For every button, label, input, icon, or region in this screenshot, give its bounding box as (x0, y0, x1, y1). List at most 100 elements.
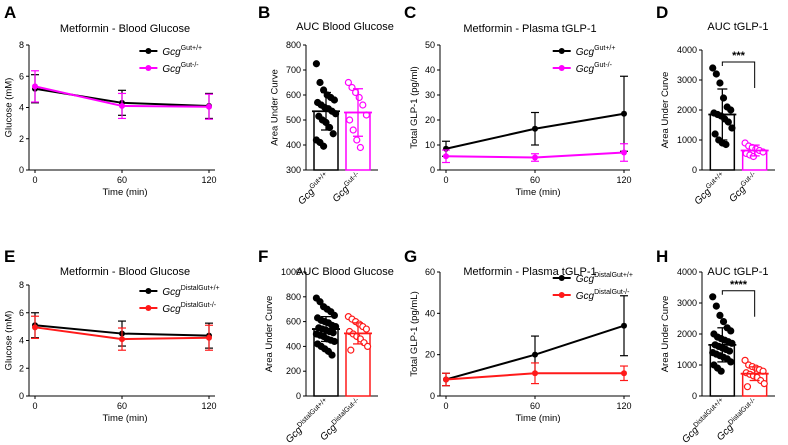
legend-marker (558, 292, 565, 298)
y-axis-label: Glucose (mM) (4, 311, 15, 371)
scatter-point (719, 94, 728, 102)
data-point (119, 336, 125, 343)
y-tick-label: 2 (19, 363, 24, 373)
y-tick-label: 0 (19, 165, 24, 175)
scatter-point (727, 106, 735, 114)
y-tick-label: 8 (19, 280, 24, 290)
y-axis-label: Area Under Curve (270, 69, 281, 146)
x-tick-label: 60 (530, 175, 540, 185)
data-point (621, 149, 627, 156)
y-axis-label: Area Under Curve (660, 72, 671, 149)
series-1: GcgGut-/- (31, 62, 213, 120)
y-tick-label: 3000 (677, 298, 697, 308)
legend-marker (145, 288, 152, 294)
legend-label: GcgGut+/+ (576, 45, 616, 58)
y-tick-label: 20 (425, 350, 435, 360)
chart-title: Metformin - Plasma tGLP-1 (463, 23, 596, 35)
legend-label: GcgGut-/- (162, 62, 199, 75)
data-point (443, 153, 449, 160)
y-tick-label: 2000 (677, 105, 697, 115)
scatter-point (728, 124, 736, 132)
legend-marker (558, 275, 565, 281)
scatter-point (717, 367, 725, 375)
y-tick-label: 60 (425, 267, 435, 277)
scatter-point (330, 311, 338, 319)
scatter-point (349, 126, 357, 134)
series-1: GcgGut-/- (442, 62, 628, 164)
scatter-point (362, 325, 370, 333)
legend-label: GcgGut-/- (576, 62, 613, 75)
x-axis-label: Time (min) (515, 187, 560, 198)
scatter-point (356, 143, 364, 152)
legend-marker (145, 305, 152, 311)
category-label: GcgGut+/+ (296, 171, 333, 208)
bar-group-1: GcgGut-/- (727, 139, 769, 205)
series-1: GcgDistalGut-/- (442, 289, 630, 387)
data-point (532, 351, 538, 358)
chart-title: AUC tGLP-1 (707, 266, 768, 278)
y-axis-label: Total GLP-1 (pg/ml) (409, 66, 420, 148)
y-tick-label: 0 (430, 391, 435, 401)
scatter-point (346, 116, 354, 124)
scatter-point (716, 79, 724, 87)
x-axis-label: Time (min) (515, 413, 560, 424)
y-tick-label: 3000 (677, 75, 697, 85)
legend-label: GcgDistalGut-/- (576, 289, 630, 302)
legend-label: GcgGut+/+ (162, 45, 202, 58)
y-tick-label: 4 (19, 336, 24, 346)
x-tick-label: 60 (117, 401, 127, 411)
scatter-point (328, 351, 336, 359)
y-tick-label: 1000 (677, 360, 697, 370)
y-tick-label: 400 (286, 341, 301, 351)
legend-marker (558, 48, 565, 54)
x-tick-label: 60 (117, 175, 127, 185)
scatter-point (330, 337, 338, 346)
panel-c: C Metformin - Plasma tGLP-1 0 10 20 30 40 50 Tot… (404, 3, 632, 198)
panel-h: H AUC tGLP-1 0 1000 2000 3000 4000 Area Under C… (656, 247, 775, 445)
panel-letter: B (258, 3, 270, 22)
y-tick-label: 0 (296, 391, 301, 401)
y-tick-label: 6 (19, 71, 24, 81)
y-tick-label: 40 (425, 65, 435, 75)
significance-bracket (721, 290, 756, 317)
panel-letter: E (4, 247, 15, 266)
scatter-point (355, 93, 363, 102)
data-point (206, 103, 212, 110)
y-tick-label: 1000 (281, 267, 301, 277)
legend-label: GcgDistalGut-/- (162, 302, 216, 315)
data-point (621, 322, 627, 329)
y-tick-label: 400 (286, 140, 301, 150)
data-point (32, 83, 38, 90)
scatter-point (347, 346, 355, 354)
y-tick-label: 200 (286, 366, 301, 376)
bar-group-0: GcgGut+/+ (296, 60, 340, 208)
chart-title: AUC Blood Glucose (296, 266, 394, 278)
panel-a: A Metformin - Blood Glucose 0 2 4 6 8 Glucose (… (4, 3, 217, 198)
scatter-point (719, 318, 728, 326)
scatter-point (364, 342, 372, 350)
scatter-point (709, 64, 717, 72)
scatter-point (320, 142, 328, 150)
y-tick-label: 0 (19, 391, 24, 401)
panel-letter: C (404, 3, 416, 22)
x-tick-label: 0 (443, 175, 448, 185)
y-tick-label: 40 (425, 308, 435, 318)
legend-marker (145, 48, 152, 54)
scatter-point (316, 298, 324, 306)
panel-g: G Metformin - Plasma tGLP-1 0 20 40 60 Total G… (404, 247, 633, 424)
panel-e: E Metformin - Blood Glucose 0 2 4 6 8 Glucose (… (4, 247, 220, 424)
y-tick-label: 1000 (677, 135, 697, 145)
y-tick-label: 50 (425, 40, 435, 50)
panel-letter: H (656, 247, 668, 266)
scatter-point (760, 380, 768, 388)
data-point (532, 154, 538, 161)
category-label: GcgGut-/- (330, 170, 365, 205)
y-tick-label: 800 (286, 292, 301, 302)
panel-letter: A (4, 3, 16, 22)
significance-label: *** (732, 50, 746, 62)
scatter-point (727, 358, 735, 366)
scatter-point (727, 327, 735, 335)
legend-marker (558, 65, 565, 71)
scatter-point (712, 302, 720, 310)
